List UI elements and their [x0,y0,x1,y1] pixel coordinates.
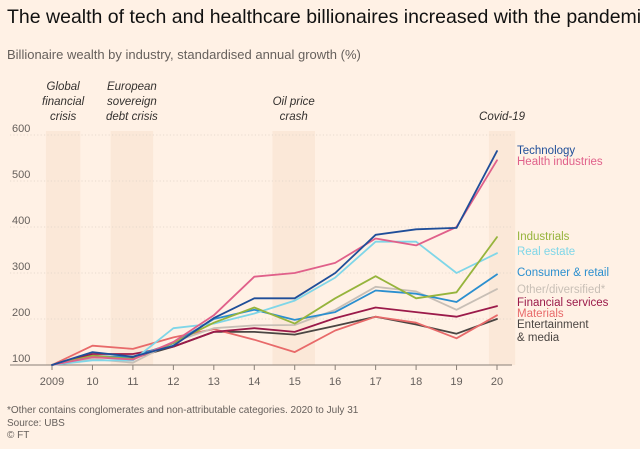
x-tick-label: 15 [289,376,301,388]
x-tick-label: 20 [491,376,503,388]
y-tick-label: 600 [12,123,30,135]
chart-subtitle: Billionaire wealth by industry, standard… [7,47,361,62]
series-line-technology [51,150,498,366]
series-line-real-estate [51,240,498,366]
series-label-real-estate: Real estate [517,246,575,258]
credit-line: © FT [7,430,30,441]
footnote: *Other contains conglomerates and non-at… [7,405,359,416]
event-label-oil-price-crash: crash [280,111,308,123]
y-tick-label: 400 [12,215,30,227]
event-label-european-sovereign-debt-crisis: debt crisis [106,111,158,123]
gridlines [10,134,512,366]
x-tick-label: 11 [127,376,138,388]
x-tick-label: 12 [167,376,179,388]
event-band-covid-19 [488,131,516,365]
x-tick-label: 16 [329,376,341,388]
event-label-covid-19: Covid-19 [479,111,526,123]
x-tick-label: 19 [450,376,462,388]
chart-footer: *Other contains conglomerates and non-at… [7,405,358,443]
source-line: Source: UBS [7,417,65,429]
series-label-technology: Technology [517,145,575,157]
event-label-european-sovereign-debt-crisis: European [107,81,157,93]
y-tick-label: 300 [12,261,30,273]
series-label-other-diversified: Other/diversified* [517,284,606,296]
series-label-financial-services: Financial services [517,297,609,309]
x-axis: 2009 10 11 12 13 14 15 16 17 18 19 20 [40,365,503,388]
x-tick-label: 13 [208,376,220,388]
chart-title: The wealth of tech and healthcare billio… [7,6,640,28]
series-label-entertainment-media: & media [517,332,560,344]
series-label-consumer-retail: Consumer & retail [517,267,609,279]
series-line-financial-services [51,305,498,366]
series-label-industrials: Industrials [517,231,570,243]
series-line-health-industries [51,159,498,366]
x-tick-label: 17 [370,376,382,388]
series-label-materials: Materials [517,308,564,320]
series-lines [51,150,498,366]
event-label-european-sovereign-debt-crisis: sovereign [107,96,157,108]
event-band-global-financial-crisis [45,131,81,365]
x-tick-label: 18 [410,376,422,388]
x-tick-label: 14 [248,376,260,388]
y-axis: 100 200 300 400 500 600 [12,123,30,365]
series-line-materials [51,314,498,366]
y-tick-label: 500 [12,169,30,181]
event-label-oil-price-crash: Oil price [273,96,315,108]
x-tick-label: 10 [86,376,98,388]
event-label-global-financial-crisis: crisis [50,111,76,123]
series-label-entertainment-media: Entertainment [517,319,589,331]
y-tick-label: 200 [12,307,30,319]
event-band-european-sovereign-debt-crisis [110,131,154,365]
y-tick-label: 100 [12,353,30,365]
event-label-global-financial-crisis: Global [47,81,81,93]
event-label-global-financial-crisis: financial [42,96,85,108]
series-label-health-industries: Health industries [517,156,603,168]
x-tick-label: 2009 [40,376,64,388]
event-labels: Global financial crisis European sovereign de… [42,81,526,123]
